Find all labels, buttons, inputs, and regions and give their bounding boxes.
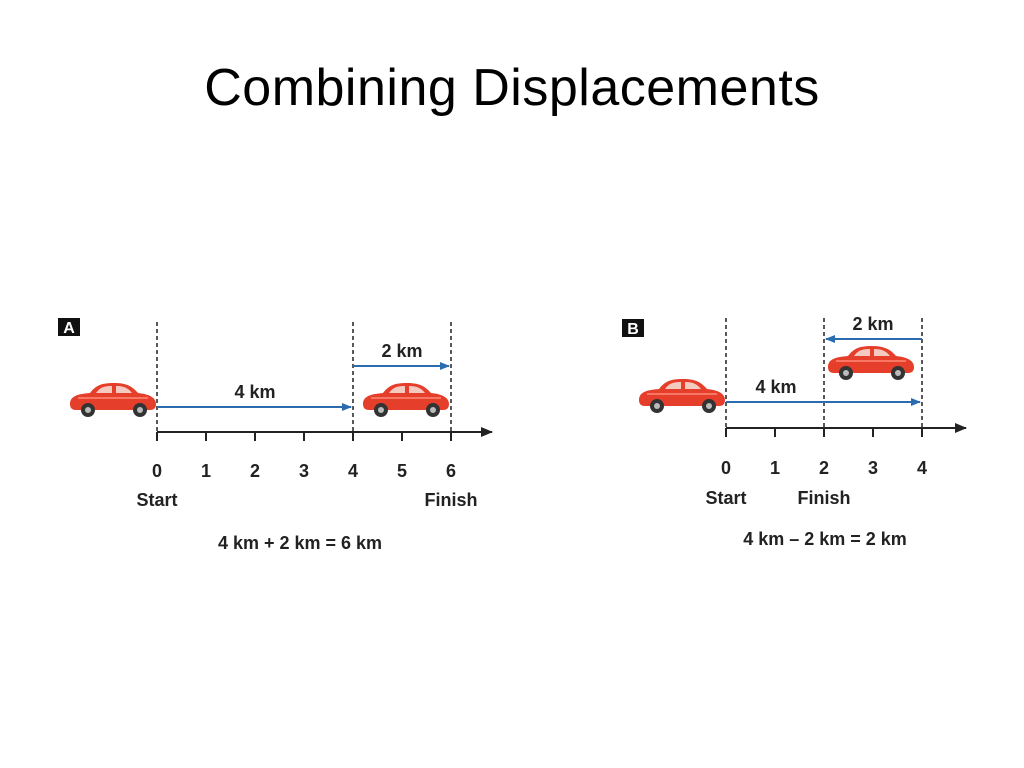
panel-a-letter: A bbox=[63, 320, 75, 337]
panel-a-tick-label-3: 3 bbox=[299, 461, 309, 481]
panel-b: B 0 1 2 3 4 Start Finish 4 km 2 km 4 km … bbox=[622, 314, 967, 549]
panel-b-letter: B bbox=[627, 321, 639, 338]
panel-b-arrow-4km-label: 4 km bbox=[755, 377, 796, 397]
panel-a-tick-label-5: 5 bbox=[397, 461, 407, 481]
panel-a-car-finish-icon bbox=[362, 382, 450, 418]
panel-a-arrow-4km-label: 4 km bbox=[234, 382, 275, 402]
panel-b-arrow-2km-label: 2 km bbox=[852, 314, 893, 334]
panel-b-tick-label-1: 1 bbox=[770, 458, 780, 478]
panel-b-tick-label-0: 0 bbox=[721, 458, 731, 478]
panel-b-finish-label: Finish bbox=[798, 488, 851, 508]
panel-a-badge bbox=[58, 318, 80, 336]
panel-b-tick-label-4: 4 bbox=[917, 458, 927, 478]
panel-b-start-label: Start bbox=[705, 488, 746, 508]
panel-a-start-label: Start bbox=[136, 490, 177, 510]
panel-b-tick-label-2: 2 bbox=[819, 458, 829, 478]
panel-a-arrow-2km-label: 2 km bbox=[381, 341, 422, 361]
panel-b-car-start-icon bbox=[638, 378, 726, 414]
slide-title: Combining Displacements bbox=[204, 59, 820, 117]
panel-a: A 0 1 2 3 4 5 6 Start Finish 4 km 2 km 4… bbox=[58, 318, 493, 553]
panel-a-tick-label-2: 2 bbox=[250, 461, 260, 481]
panel-b-tick-label-3: 3 bbox=[868, 458, 878, 478]
panel-a-finish-label: Finish bbox=[425, 490, 478, 510]
panel-a-car-start-icon bbox=[69, 382, 157, 418]
panel-a-tick-label-4: 4 bbox=[348, 461, 358, 481]
panel-a-tick-label-1: 1 bbox=[201, 461, 211, 481]
panel-b-equation: 4 km – 2 km = 2 km bbox=[743, 529, 907, 549]
panel-a-equation: 4 km + 2 km = 6 km bbox=[218, 533, 382, 553]
panel-b-car-finish-icon bbox=[827, 345, 915, 381]
panel-b-badge bbox=[622, 319, 644, 337]
panel-a-tick-label-0: 0 bbox=[152, 461, 162, 481]
panel-a-tick-label-6: 6 bbox=[446, 461, 456, 481]
